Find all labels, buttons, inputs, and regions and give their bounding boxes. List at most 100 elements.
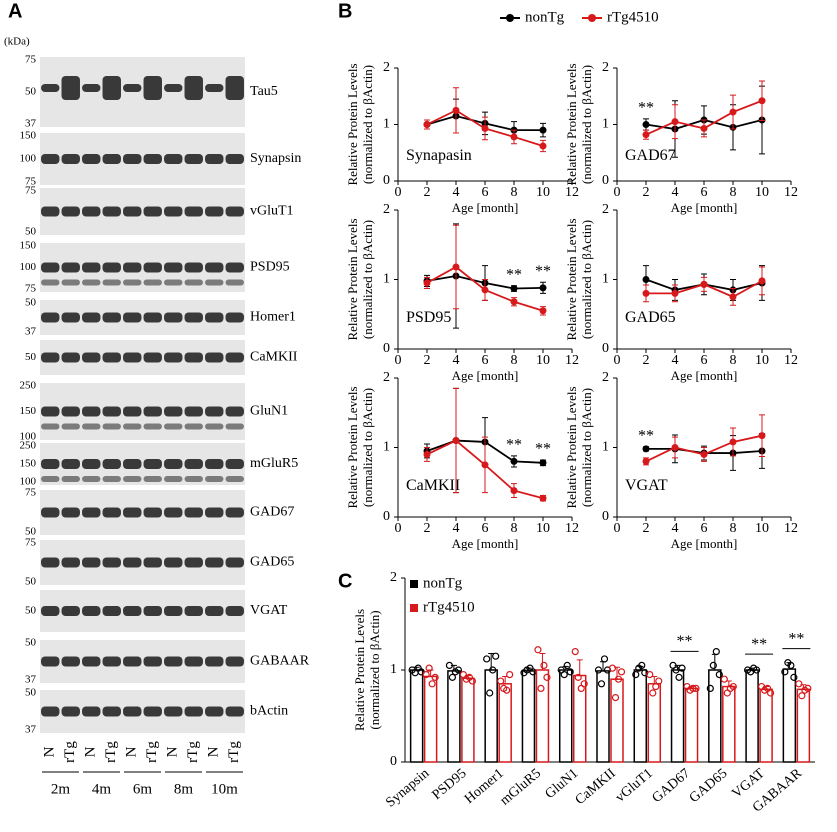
- blot-band: [205, 312, 224, 323]
- blot-band: [102, 423, 121, 430]
- data-point: [642, 131, 650, 139]
- blot-label: Tau5: [250, 84, 278, 99]
- x-tick-label: GAD67: [650, 766, 694, 806]
- data-point: [655, 677, 663, 685]
- data-point: [642, 121, 650, 128]
- blot-band: [82, 706, 101, 717]
- marker-label: 250: [20, 440, 37, 452]
- x-axis-label: Age [month]: [452, 368, 519, 383]
- x-tick-label: 2: [643, 521, 650, 536]
- data-point: [483, 655, 491, 663]
- blot-band: [123, 476, 142, 482]
- data-point: [649, 689, 657, 697]
- marker-label: 100: [20, 431, 37, 443]
- blot-band: [143, 406, 162, 417]
- data-point: [539, 494, 547, 502]
- blot-band: [143, 656, 162, 667]
- blot-band: [123, 84, 142, 92]
- marker-label: 150: [20, 240, 37, 252]
- blot-band: [184, 154, 203, 164]
- blot-label: bActin: [250, 704, 288, 719]
- data-point: [671, 118, 679, 126]
- blot-band: [205, 423, 224, 430]
- chart-label: VGAT: [625, 477, 668, 494]
- blot-band: [61, 606, 80, 616]
- blot-band: [184, 206, 203, 217]
- blot-band: [41, 84, 60, 92]
- marker-label: 250: [20, 380, 37, 392]
- data-point: [423, 450, 431, 458]
- blot-band: [225, 706, 244, 717]
- blot-band: [184, 706, 203, 717]
- data-point: [729, 682, 737, 691]
- x-tick-label: Synapsin: [383, 766, 432, 810]
- data-point: [752, 666, 761, 674]
- error-bar: [539, 652, 546, 670]
- blot-band: [102, 606, 121, 616]
- data-point: [700, 280, 708, 288]
- age-label: 6m: [133, 781, 153, 797]
- blot-band: [41, 154, 60, 164]
- blot-band: [41, 557, 60, 568]
- y-axis-label: (normalized to βActin): [579, 65, 594, 184]
- bar: [796, 688, 811, 763]
- blot-band: [61, 459, 80, 469]
- x-tick-label: 4: [672, 521, 679, 536]
- blot-band: [61, 476, 80, 482]
- y-axis-label: (normalized to βActin): [579, 220, 594, 339]
- bar: [782, 668, 797, 763]
- blot-band: [41, 406, 60, 417]
- blot-band: [184, 262, 203, 273]
- age-label: 8m: [174, 781, 194, 797]
- data-point: [597, 680, 606, 688]
- x-tick-label: 10: [536, 353, 550, 368]
- marker-label: 50: [25, 576, 37, 588]
- data-point: [431, 673, 439, 681]
- blot-band: [205, 557, 224, 568]
- x-tick-label: 12: [565, 521, 579, 536]
- blot-band: [143, 423, 162, 430]
- blot-band: [82, 476, 101, 482]
- x-axis-label: Age [month]: [452, 536, 519, 551]
- data-point: [709, 661, 717, 670]
- blot-band: [123, 606, 142, 616]
- legend-marker: [588, 14, 596, 22]
- blot-band: [82, 406, 101, 417]
- data-point: [671, 444, 679, 451]
- blot-band: [184, 459, 203, 469]
- blot-band: [123, 706, 142, 717]
- y-tick-label: 2: [383, 202, 390, 217]
- data-point: [729, 108, 737, 116]
- blot-band: [123, 154, 142, 164]
- data-point: [539, 307, 547, 315]
- blot-band: [164, 312, 183, 323]
- age-label: 10m: [211, 781, 238, 797]
- blot-band: [102, 656, 121, 667]
- data-point: [423, 279, 431, 287]
- blot-band: [102, 154, 121, 164]
- data-point: [468, 677, 477, 685]
- y-tick-label: 1: [383, 440, 390, 455]
- blot-band: [205, 352, 224, 363]
- y-tick-label: 0: [602, 173, 609, 188]
- blot-band: [41, 476, 60, 482]
- data-point: [445, 661, 454, 670]
- blot-band: [143, 262, 162, 273]
- blot-band: [102, 352, 121, 363]
- data-point: [540, 661, 548, 670]
- data-point: [489, 666, 497, 674]
- blot-band: [123, 312, 142, 323]
- y-tick-label: 1: [383, 117, 390, 132]
- data-point: [729, 438, 737, 446]
- blot-label: GAD67: [250, 505, 294, 520]
- x-axis-label: Age [month]: [452, 200, 519, 215]
- y-axis-label: Relative Protein Levels: [564, 63, 579, 185]
- blot-band: [41, 507, 60, 518]
- blot-band: [41, 706, 60, 717]
- lane-label: rTg: [226, 741, 242, 763]
- blot-label: GABAAR: [250, 654, 310, 669]
- x-tick-label: 6: [701, 521, 708, 536]
- blot-band: [123, 352, 142, 363]
- blot-band: [41, 312, 60, 323]
